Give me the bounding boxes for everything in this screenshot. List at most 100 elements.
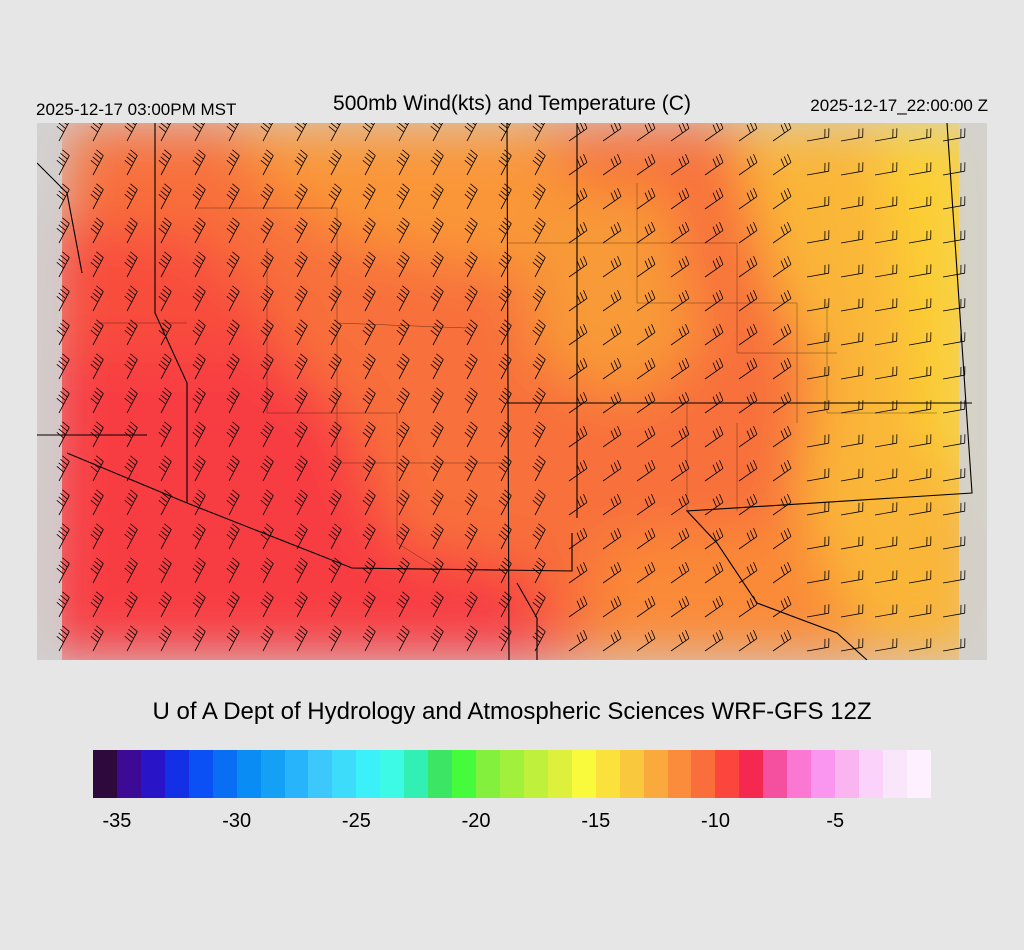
colorbar-tick-label: -35 [102,810,132,832]
wind-barb [430,523,444,550]
wind-barb [942,162,966,176]
wind-barb [636,323,656,346]
wind-barb [670,629,690,652]
wind-barb [430,217,444,244]
wind-barb [430,319,444,346]
wind-barb [874,196,898,210]
local-time-label: 2025-12-17 03:00PM MST [36,100,237,119]
wind-barb [532,523,546,550]
wind-barb [464,523,478,550]
wind-barb [124,319,138,346]
wind-barb [226,319,240,346]
wind-barb [738,221,758,244]
wind-barb [602,629,622,652]
wind-barb [806,128,830,142]
wind-barb [806,536,830,550]
wind-barb [362,183,376,210]
colorbar-swatch [667,750,692,798]
wind-barb [90,387,104,414]
wind-barb [294,183,308,210]
wind-barb [158,557,172,584]
wind-barb [738,357,758,380]
wind-barb [908,570,932,584]
wind-barb [738,629,758,652]
wind-barb [396,319,410,346]
wind-barb [532,319,546,346]
wind-barb [56,123,70,142]
wind-barb [430,251,444,278]
wind-barb [908,332,932,346]
wind-barb [670,289,690,312]
wind-barb [908,434,932,448]
wind-barb [874,400,898,414]
wind-barb [90,285,104,312]
wind-barb [260,557,274,584]
wind-barb [124,285,138,312]
colorbar-swatch [619,750,644,798]
wind-barb [192,319,206,346]
wind-barb [532,455,546,482]
colorbar-swatch [882,750,907,798]
wind-barb [124,183,138,210]
wind-barb [942,502,966,516]
colorbar-swatch [332,750,357,798]
colorbar-swatch [356,750,381,798]
wind-barb [874,502,898,516]
wind-barb [260,319,274,346]
wind-barb [396,489,410,516]
wind-barb [704,123,724,142]
wind-barb [260,251,274,278]
wind-barb [532,353,546,380]
wind-barb [670,255,690,278]
colorbar-tick-label: -10 [701,810,730,832]
wind-barb [294,523,308,550]
wind-barb [56,421,70,448]
colorbar-swatch [212,750,237,798]
wind-barb [772,459,792,482]
wind-barb [636,391,656,414]
wind-barb [840,366,864,380]
wind-barb [532,557,546,584]
wind-barb [772,255,792,278]
wind-barb [670,187,690,210]
wind-barb [670,357,690,380]
wind-barb [294,421,308,448]
colorbar-swatch [499,750,524,798]
wind-barb [568,425,588,448]
wind-barb [704,357,724,380]
wind-barb [362,285,376,312]
wind-barb [942,128,966,142]
wind-barb [806,468,830,482]
wind-barb [738,493,758,516]
wind-barb [636,527,656,550]
wind-barb [328,557,342,584]
wind-barb [908,366,932,380]
colorbar-swatch [523,750,548,798]
wind-barb [158,353,172,380]
wind-barb [158,251,172,278]
wind-barb [294,319,308,346]
wind-barb [328,149,342,176]
wind-barb [56,285,70,312]
wind-barb [396,455,410,482]
wind-barb [430,149,444,176]
wind-barb [56,557,70,584]
wind-barb [328,523,342,550]
wind-barb [840,400,864,414]
wind-barb [90,353,104,380]
wind-barb [806,434,830,448]
wind-barb [158,489,172,516]
colorbar-swatch [236,750,261,798]
wind-barb [636,255,656,278]
wind-barb [260,183,274,210]
wind-barb [192,353,206,380]
wind-barb [568,527,588,550]
wind-barb [192,591,206,618]
wind-barb [328,123,342,142]
wind-barb [260,217,274,244]
wind-barb [90,523,104,550]
wind-barb [396,387,410,414]
wind-barb [602,527,622,550]
wind-barb [260,123,274,142]
wind-barb [636,357,656,380]
